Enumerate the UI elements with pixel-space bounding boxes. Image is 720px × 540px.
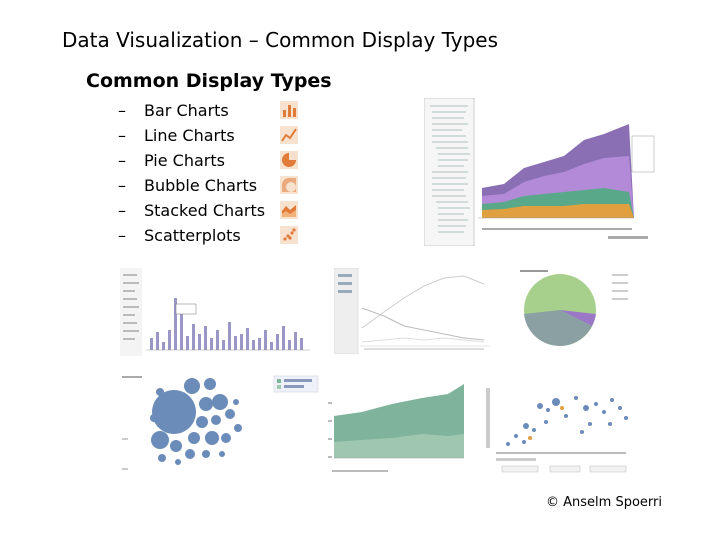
list-item-label: Bubble Charts (144, 176, 258, 195)
list-item-scatterplots: – Scatterplots (118, 223, 308, 248)
list-item-bar-charts: – Bar Charts (118, 98, 308, 123)
list-item-pie-charts: – Pie Charts (118, 148, 308, 173)
pie-chart-icon (280, 151, 298, 169)
slide-title: Data Visualization – Common Display Type… (62, 28, 499, 52)
stacked-chart-icon (280, 201, 298, 219)
bar-chart-icon (280, 101, 298, 119)
display-types-list: – Bar Charts – Line Charts – Pie Charts – Bu… (118, 98, 308, 248)
scatterplot-screenshot (486, 378, 632, 474)
list-item-label: Scatterplots (144, 226, 241, 245)
stacked-chart-screenshot (424, 98, 656, 246)
copyright-notice: © Anselm Spoerri (546, 495, 662, 510)
slide-subtitle: Common Display Types (86, 70, 332, 92)
scatterplot-icon (280, 226, 298, 244)
line-chart-screenshot (334, 268, 494, 354)
bubble-chart-icon (280, 176, 298, 194)
list-item-bubble-charts: – Bubble Charts (118, 173, 308, 198)
bubble-chart-screenshot (120, 372, 250, 472)
bar-chart-screenshot (120, 268, 314, 356)
list-item-label: Bar Charts (144, 101, 229, 120)
pie-chart-screenshot (514, 268, 636, 354)
list-item-stacked-charts: – Stacked Charts (118, 198, 308, 223)
list-item-label: Line Charts (144, 126, 235, 145)
line-chart-icon (280, 126, 298, 144)
stacked-area-screenshot (272, 374, 468, 478)
list-item-label: Stacked Charts (144, 201, 266, 220)
list-item-label: Pie Charts (144, 151, 225, 170)
list-item-line-charts: – Line Charts (118, 123, 308, 148)
